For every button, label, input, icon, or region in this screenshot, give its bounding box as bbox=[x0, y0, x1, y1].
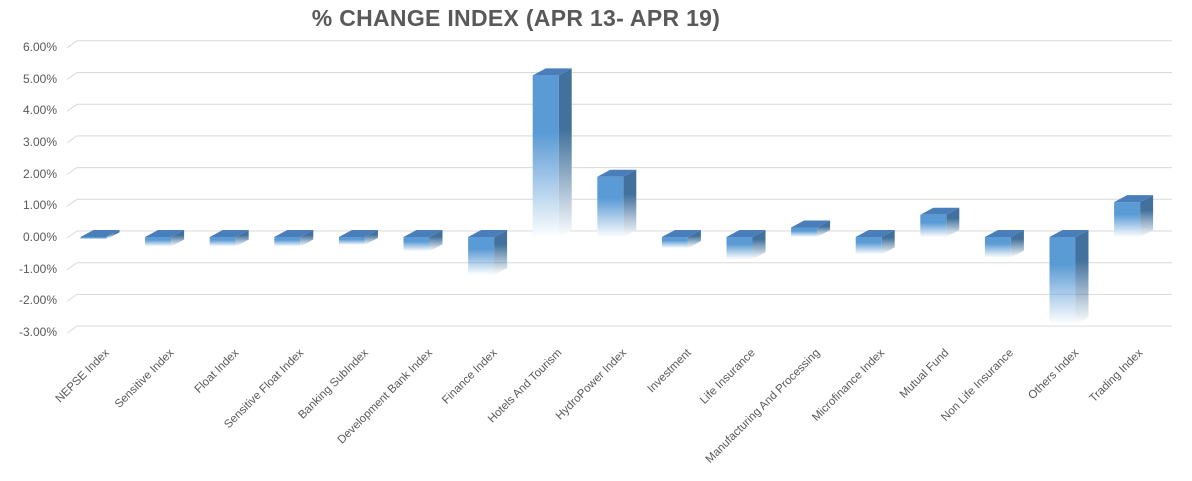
bar-investment bbox=[661, 230, 701, 249]
bar-others-index bbox=[1049, 230, 1089, 325]
gridline--3 bbox=[66, 325, 1172, 334]
bar-hotels-and-tourism bbox=[532, 68, 572, 237]
gridline-6 bbox=[66, 40, 1172, 49]
gridline-2 bbox=[66, 167, 1172, 176]
gridline-1 bbox=[66, 198, 1172, 207]
y-axis-tick-label: 4.00% bbox=[22, 103, 57, 118]
y-axis-tick-label: 0.00% bbox=[22, 230, 57, 244]
chart-title: % CHANGE INDEX (APR 13- APR 19) bbox=[311, 5, 721, 31]
bar-trading-index bbox=[1114, 195, 1154, 237]
y-axis-tick-label: 2.00% bbox=[22, 166, 57, 181]
bar-manufacturing-and-processing bbox=[791, 220, 831, 237]
y-axis-tick-label: -2.00% bbox=[18, 293, 57, 308]
y-axis-tick-label: 5.00% bbox=[22, 71, 57, 86]
bar-hydropower-index bbox=[597, 169, 637, 237]
gridline-4 bbox=[66, 103, 1172, 112]
y-axis-tick-label: -1.00% bbox=[18, 261, 57, 276]
gridline--1 bbox=[66, 262, 1172, 271]
bar-finance-index bbox=[468, 230, 508, 276]
bar-banking-subindex bbox=[338, 230, 378, 245]
bar-non-life-insurance bbox=[984, 230, 1024, 258]
y-axis-tick-label: 1.00% bbox=[22, 198, 57, 213]
y-axis-tick-label: 3.00% bbox=[22, 134, 57, 149]
gridline--2 bbox=[66, 293, 1172, 302]
y-axis-tick-label: 6.00% bbox=[22, 39, 57, 54]
bar-nepse-index bbox=[80, 230, 120, 240]
bar-life-insurance bbox=[726, 230, 766, 260]
bar-sensitive-float-index bbox=[274, 230, 314, 247]
bar-mutual-fund bbox=[920, 207, 960, 237]
gridline-5 bbox=[66, 72, 1172, 80]
bar-float-index bbox=[209, 230, 249, 247]
bar-microfinance-index bbox=[855, 230, 895, 255]
bar-development-bank-index bbox=[403, 230, 443, 252]
y-axis-tick-label: -3.00% bbox=[18, 325, 57, 340]
bar-sensitive-index bbox=[145, 230, 185, 247]
gridline-3 bbox=[66, 135, 1172, 144]
